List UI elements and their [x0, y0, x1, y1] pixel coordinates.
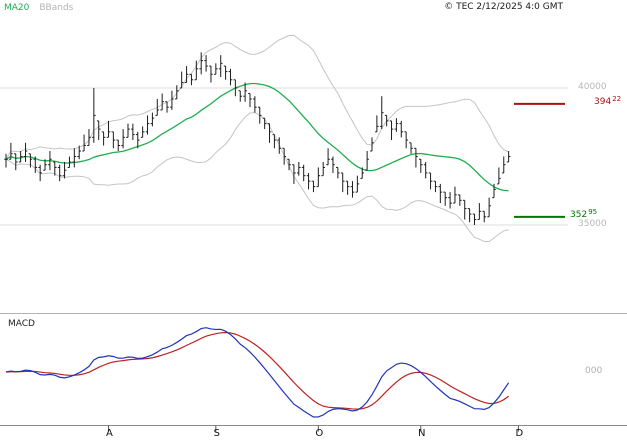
x-axis-label-D: D: [515, 428, 524, 439]
level-lower-int: 352: [570, 210, 588, 220]
macd-panel-label: MACD: [8, 319, 35, 329]
price-plot-area[interactable]: [0, 14, 627, 310]
grid-label-40000: 40000: [578, 82, 607, 92]
macd-plot-area[interactable]: [0, 313, 627, 425]
x-axis-label-O: O: [315, 428, 324, 439]
legend: MA20 BBands: [4, 3, 83, 14]
legend-ma20: MA20: [4, 3, 30, 13]
macd-zero-label: 000: [585, 366, 603, 376]
level-lower-dec: 95: [588, 208, 598, 216]
x-axis-label-N: N: [418, 428, 426, 439]
legend-bbands: BBands: [39, 3, 74, 13]
level-upper-int: 394: [594, 97, 612, 107]
x-axis-label-A: A: [106, 428, 113, 439]
copyright-text: © TEC 2/12/2025 4:0 GMT: [444, 2, 563, 12]
x-axis-label-S: S: [213, 428, 220, 439]
level-upper-dec: 22: [612, 95, 622, 103]
grid-label-35000: 35000: [578, 219, 607, 229]
level-label-lower: 35295: [570, 208, 598, 221]
level-label-upper: 39422: [594, 95, 622, 108]
